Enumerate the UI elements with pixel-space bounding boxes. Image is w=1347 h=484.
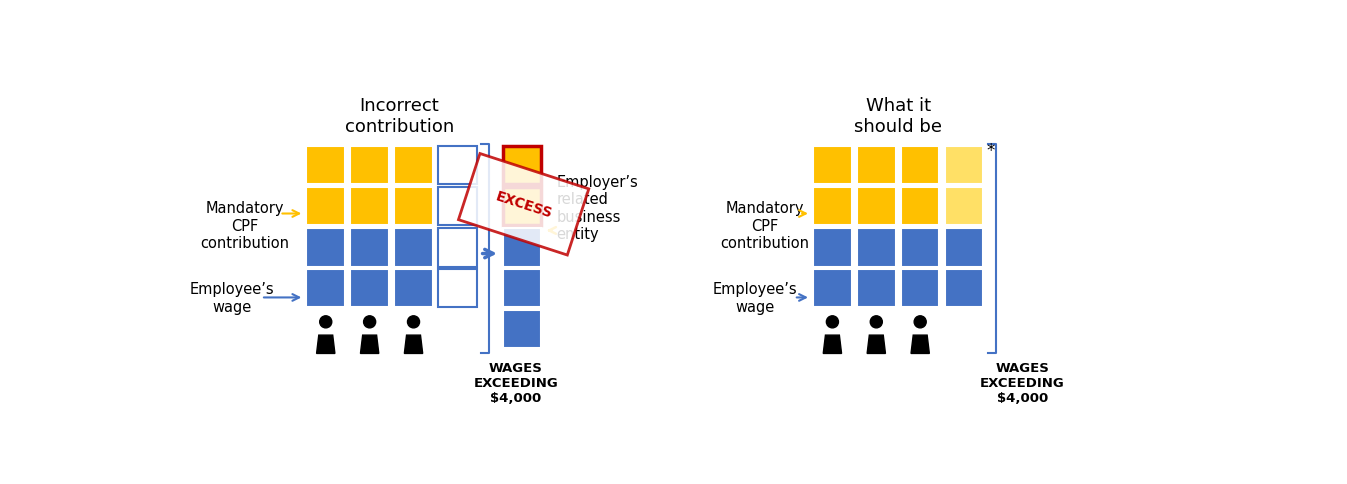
Text: WAGES
EXCEEDING
$4,000: WAGES EXCEEDING $4,000	[474, 361, 558, 404]
Polygon shape	[317, 335, 335, 354]
Text: What it
should be: What it should be	[854, 96, 943, 135]
Circle shape	[408, 316, 419, 328]
Bar	[901, 228, 939, 267]
Polygon shape	[911, 335, 929, 354]
Circle shape	[870, 316, 882, 328]
Bar	[901, 187, 939, 226]
Bar	[438, 228, 477, 267]
Bar	[350, 270, 389, 308]
Bar	[438, 187, 477, 226]
Bar	[901, 147, 939, 185]
Bar	[502, 228, 541, 267]
Bar	[857, 270, 896, 308]
Bar	[944, 147, 983, 185]
Bar	[395, 270, 432, 308]
Circle shape	[826, 316, 838, 328]
Bar	[395, 228, 432, 267]
Bar	[857, 147, 896, 185]
Bar	[307, 270, 345, 308]
Bar	[857, 187, 896, 226]
Bar	[307, 228, 345, 267]
Bar	[395, 147, 432, 185]
Bar	[395, 187, 432, 226]
Bar	[438, 147, 477, 185]
Bar	[438, 270, 477, 308]
Text: Mandatory
CPF
contribution: Mandatory CPF contribution	[201, 201, 290, 250]
Bar	[307, 187, 345, 226]
Text: Mandatory
CPF
contribution: Mandatory CPF contribution	[721, 201, 810, 250]
Circle shape	[915, 316, 927, 328]
Bar	[307, 147, 345, 185]
Text: Employer’s
related
business
entity: Employer’s related business entity	[556, 174, 638, 242]
Text: Employee’s
wage: Employee’s wage	[190, 282, 275, 314]
Bar	[502, 270, 541, 308]
Polygon shape	[867, 335, 885, 354]
Polygon shape	[361, 335, 379, 354]
Bar	[857, 228, 896, 267]
Text: Incorrect
contribution: Incorrect contribution	[345, 96, 454, 135]
Bar	[814, 228, 851, 267]
Bar	[814, 187, 851, 226]
Polygon shape	[404, 335, 423, 354]
Bar	[814, 147, 851, 185]
Bar	[944, 270, 983, 308]
Bar	[350, 228, 389, 267]
Bar	[502, 310, 541, 348]
Bar	[901, 270, 939, 308]
Bar	[944, 187, 983, 226]
Bar	[350, 187, 389, 226]
Circle shape	[319, 316, 331, 328]
Text: Employee’s
wage: Employee’s wage	[713, 282, 797, 314]
Bar	[502, 147, 541, 185]
Text: *: *	[986, 141, 995, 159]
Circle shape	[364, 316, 376, 328]
Bar	[814, 270, 851, 308]
Bar	[944, 228, 983, 267]
Text: WAGES
EXCEEDING
$4,000: WAGES EXCEEDING $4,000	[981, 361, 1065, 404]
Bar	[502, 187, 541, 226]
Bar	[350, 147, 389, 185]
Polygon shape	[823, 335, 842, 354]
Text: EXCESS: EXCESS	[493, 189, 554, 221]
